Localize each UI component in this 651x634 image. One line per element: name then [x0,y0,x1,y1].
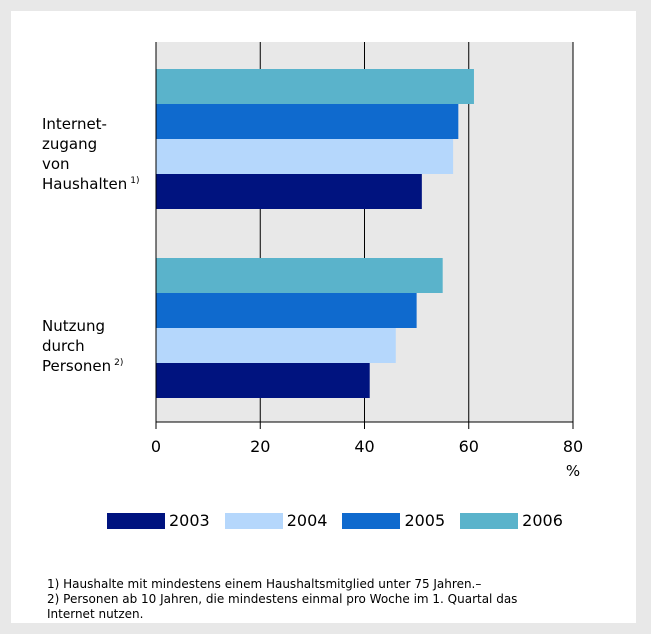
bar-2006 [156,69,474,104]
chart-card: 0 20 40 60 80% Internet- zugang von Haushalt… [11,11,636,623]
x-tick-label: 0 [151,437,161,456]
legend: 2003 2004 2005 2006 [107,511,578,530]
bar-2004 [156,139,454,174]
legend-label-2006: 2006 [522,511,563,530]
bar-2004 [156,328,396,363]
category-label-persons: Nutzung durch Personen 2) [42,317,124,375]
x-axis-label: % [566,462,580,480]
footnote-3: Internet nutzen. [47,607,144,621]
bar-2003 [156,174,422,209]
legend-swatch-2003 [107,512,165,529]
bar-2005 [156,293,417,328]
bar-2006 [156,258,443,293]
x-tick-label: 80 [563,437,583,456]
bar-2005 [156,104,459,139]
legend-label-2005: 2005 [404,511,446,530]
x-tick-label: 20 [250,437,270,456]
footnotes: 1) Haushalte mit mindestens einem Hausha… [47,577,517,622]
legend-item-2006: 2006 [460,511,563,530]
x-tick-label: 40 [354,437,374,456]
bar-2003 [156,363,370,398]
legend-swatch-2005 [342,512,401,529]
legend-item-2005: 2005 [342,511,445,530]
x-tick-label: 60 [459,437,479,456]
legend-label-2004: 2004 [286,511,328,530]
category-label-households: Internet- zugang von Haushalten 1) [42,115,140,193]
legend-swatch-2004 [224,512,283,529]
legend-swatch-2006 [460,512,519,529]
footnote-1: 1) Haushalte mit mindestens einem Hausha… [47,577,482,591]
footnote-2: 2) Personen ab 10 Jahren, die mindestens… [47,592,518,606]
bar-chart: 0 20 40 60 80% [151,42,583,480]
legend-label-2003: 2003 [169,511,210,530]
legend-item-2003: 2003 [107,511,210,530]
legend-item-2004: 2004 [224,511,328,530]
